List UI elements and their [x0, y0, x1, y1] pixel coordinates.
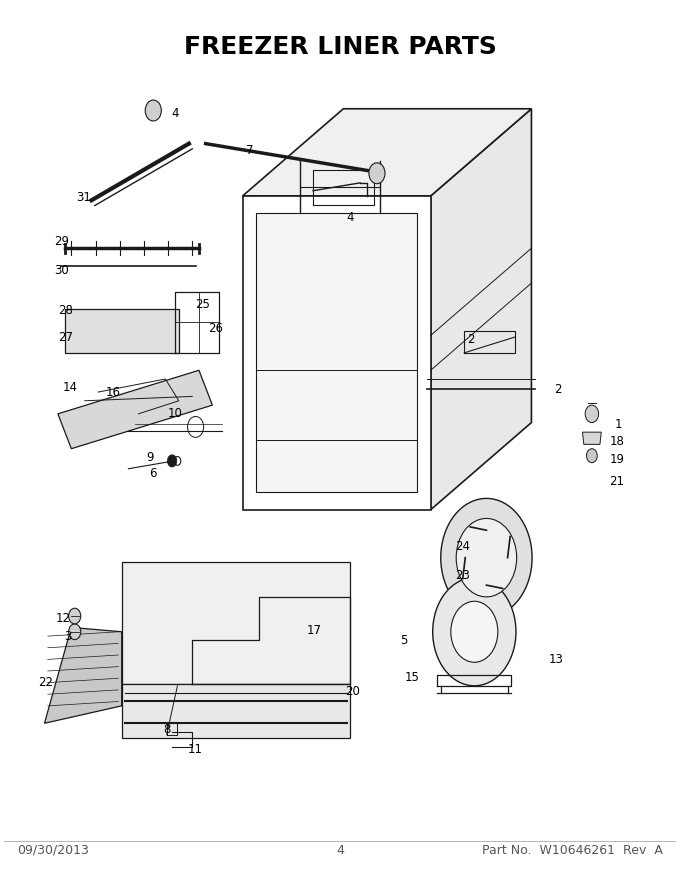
Text: 6: 6	[150, 466, 157, 480]
Circle shape	[456, 518, 517, 597]
Text: FREEZER LINER PARTS: FREEZER LINER PARTS	[184, 34, 496, 59]
Circle shape	[369, 163, 385, 184]
Circle shape	[69, 624, 81, 640]
Polygon shape	[65, 309, 179, 353]
Text: 19: 19	[609, 452, 624, 466]
Text: 2: 2	[555, 383, 562, 396]
Polygon shape	[430, 109, 532, 510]
Text: 09/30/2013: 09/30/2013	[18, 844, 90, 856]
Text: Part No.  W10646261  Rev  A: Part No. W10646261 Rev A	[481, 844, 662, 856]
Text: 18: 18	[609, 436, 624, 448]
Text: 5: 5	[400, 634, 407, 647]
Circle shape	[167, 455, 177, 467]
Text: 11: 11	[188, 743, 203, 756]
Polygon shape	[243, 109, 532, 196]
Circle shape	[432, 578, 516, 686]
Circle shape	[441, 498, 532, 617]
Text: 1: 1	[615, 418, 622, 431]
Circle shape	[585, 405, 598, 422]
Text: 9: 9	[146, 451, 154, 464]
Text: 26: 26	[208, 322, 223, 335]
Text: 4: 4	[171, 106, 180, 120]
Text: 14: 14	[63, 381, 78, 394]
Polygon shape	[583, 432, 601, 444]
Text: 24: 24	[455, 539, 470, 553]
Text: 30: 30	[54, 263, 69, 276]
Polygon shape	[122, 684, 350, 738]
Circle shape	[587, 449, 597, 463]
Text: 20: 20	[345, 685, 360, 698]
Text: 8: 8	[163, 722, 171, 736]
Circle shape	[69, 608, 81, 624]
Text: 12: 12	[56, 612, 71, 625]
Text: 22: 22	[38, 676, 53, 689]
Text: 10: 10	[168, 407, 183, 421]
Text: 31: 31	[76, 191, 91, 204]
Polygon shape	[256, 213, 418, 492]
Text: 16: 16	[105, 385, 120, 399]
Circle shape	[146, 100, 161, 121]
Text: 17: 17	[307, 624, 322, 636]
Polygon shape	[44, 627, 122, 723]
Text: 4: 4	[346, 211, 354, 224]
Polygon shape	[122, 562, 350, 684]
Text: 4: 4	[336, 844, 344, 856]
Text: 15: 15	[405, 671, 420, 684]
Text: 7: 7	[245, 144, 253, 158]
Text: 13: 13	[549, 653, 564, 666]
Polygon shape	[58, 370, 212, 449]
Text: 27: 27	[58, 331, 73, 344]
Circle shape	[451, 601, 498, 663]
Text: 29: 29	[54, 235, 69, 248]
Text: 2: 2	[467, 334, 475, 346]
Text: 25: 25	[195, 298, 209, 312]
Text: 3: 3	[65, 629, 71, 642]
Text: 21: 21	[609, 475, 624, 488]
Polygon shape	[243, 196, 430, 510]
Text: 23: 23	[455, 568, 470, 582]
Text: 28: 28	[58, 304, 73, 318]
